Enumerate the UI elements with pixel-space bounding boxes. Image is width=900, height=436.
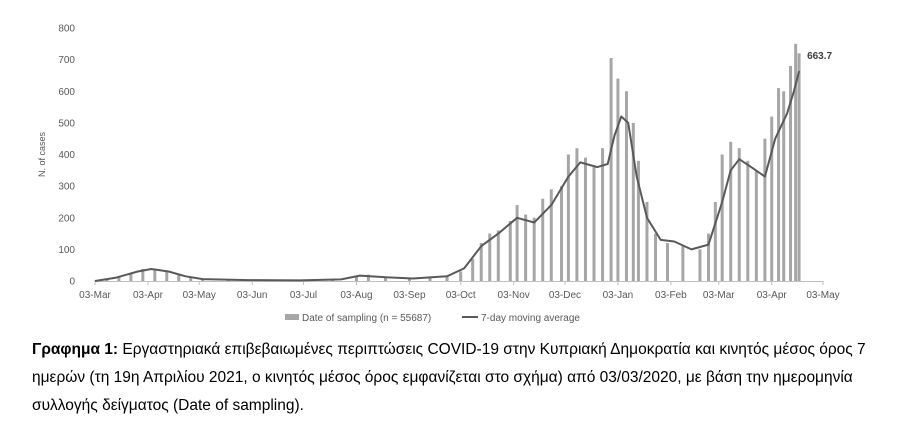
- bar: [737, 148, 741, 281]
- x-axis: 03-Mar 03-Apr 03-May 03-Jun 03-Jul 03-Aug 03-S…: [79, 281, 840, 301]
- x-tick-label: 03-May: [183, 290, 216, 301]
- bar: [707, 233, 711, 281]
- bar: [770, 116, 774, 281]
- bar: [746, 160, 750, 281]
- annotation-label: 663.7: [807, 51, 832, 62]
- bar: [645, 201, 649, 281]
- x-tick-label: 03-Apr: [757, 290, 788, 301]
- bar: [177, 274, 181, 281]
- bar: [496, 230, 500, 281]
- bar: [665, 243, 669, 281]
- bar: [532, 217, 536, 281]
- bar: [189, 277, 193, 281]
- legend-bar-label: Date of sampling (n = 55687): [302, 313, 431, 324]
- x-tick-label: 03-Sep: [393, 290, 426, 301]
- y-tick-label: 700: [58, 55, 75, 66]
- bar: [445, 276, 449, 281]
- bar: [566, 154, 570, 281]
- bar: [609, 58, 613, 282]
- caption-text: Εργαστηριακά επιβεβαιωμένες περιπτώσεις …: [32, 341, 866, 414]
- bar: [560, 186, 564, 281]
- y-tick-label: 400: [58, 150, 75, 161]
- y-axis: N. of cases 0 100 200 300 400 500 600 700 800: [37, 24, 75, 288]
- x-tick-label: 03-May: [806, 290, 839, 301]
- x-tick-label: 03-Oct: [446, 290, 476, 301]
- x-tick-label: 03-Jan: [603, 290, 634, 301]
- bar: [117, 276, 121, 281]
- bar: [488, 233, 492, 281]
- bar: [681, 246, 685, 281]
- bar: [471, 258, 475, 281]
- bar: [575, 148, 579, 281]
- bar: [782, 91, 786, 281]
- y-tick-label: 200: [58, 213, 75, 224]
- bar: [654, 233, 658, 281]
- bar: [789, 65, 793, 281]
- chart-legend: Date of sampling (n = 55687) 7-day moving…: [285, 313, 580, 324]
- covid-cases-chart: N. of cases 0 100 200 300 400 500 600 700 800 03-…: [37, 24, 840, 325]
- bar: [354, 276, 358, 281]
- bar: [583, 157, 587, 281]
- moving-average-polyline: [94, 70, 801, 282]
- bar: [153, 269, 157, 281]
- legend-line-label: 7-day moving average: [481, 313, 580, 324]
- legend-bar-swatch: [285, 314, 299, 320]
- bar: [549, 189, 553, 281]
- caption-label: Γραφημα 1:: [32, 341, 119, 358]
- bar: [428, 277, 432, 281]
- y-tick-label: 300: [58, 182, 75, 193]
- x-tick-label: 03-Mar: [703, 290, 735, 301]
- bar: [165, 271, 169, 281]
- bar: [763, 138, 767, 281]
- bar: [524, 214, 528, 281]
- bar: [459, 271, 463, 281]
- daily-cases-bars: [93, 43, 801, 282]
- bar: [129, 273, 133, 281]
- bar: [754, 170, 758, 281]
- bar: [508, 220, 512, 281]
- y-tick-label: 600: [58, 87, 75, 98]
- bar: [713, 201, 717, 281]
- moving-average-line: [94, 70, 801, 282]
- x-tick-label: 03-Dec: [549, 290, 581, 301]
- bar: [479, 243, 483, 281]
- y-tick-label: 0: [69, 277, 75, 288]
- bar: [515, 205, 519, 281]
- bar: [794, 43, 798, 281]
- bar: [624, 91, 628, 281]
- bar: [698, 249, 702, 281]
- x-tick-label: 03-Feb: [655, 290, 687, 301]
- y-tick-label: 100: [58, 245, 75, 256]
- last-value-annotation: 663.7: [807, 51, 832, 62]
- figure-caption: Γραφημα 1: Εργαστηριακά επιβεβαιωμένες π…: [32, 336, 872, 420]
- bar: [720, 154, 724, 281]
- x-tick-label: 03-Jun: [237, 290, 268, 301]
- bar: [601, 148, 605, 281]
- bar: [631, 122, 635, 281]
- bar: [797, 53, 801, 281]
- x-tick-label: 03-Mar: [79, 290, 111, 301]
- bar: [141, 268, 145, 281]
- y-tick-label: 800: [58, 24, 75, 35]
- y-tick-label: 500: [58, 118, 75, 129]
- bar: [407, 278, 411, 281]
- x-tick-label: 03-Nov: [498, 290, 530, 301]
- x-tick-label: 03-Jul: [290, 290, 317, 301]
- bar: [592, 167, 596, 281]
- bar: [384, 277, 388, 281]
- x-tick-label: 03-Aug: [340, 290, 372, 301]
- x-tick-label: 03-Apr: [133, 290, 164, 301]
- bar: [777, 88, 781, 282]
- bar: [729, 141, 733, 281]
- bar: [541, 198, 545, 281]
- bar: [616, 78, 620, 281]
- y-axis-label: N. of cases: [37, 131, 47, 177]
- bar: [366, 274, 370, 281]
- bar: [636, 160, 640, 281]
